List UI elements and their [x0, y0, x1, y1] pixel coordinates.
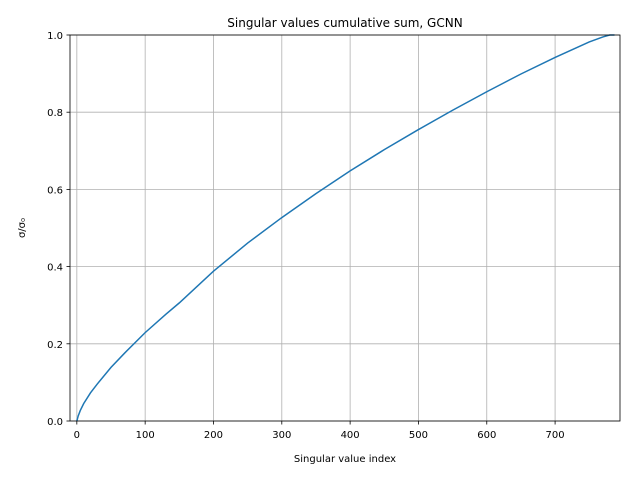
- y-tick-label: 0.4: [47, 263, 63, 274]
- y-tick-label: 0.2: [47, 340, 63, 351]
- x-axis-label: Singular value index: [294, 454, 396, 465]
- x-tick-label: 500: [409, 430, 428, 441]
- x-tick-label: 200: [204, 430, 223, 441]
- y-tick-label: 0.0: [47, 417, 63, 428]
- y-axis-label: σ/σ₀: [17, 218, 28, 238]
- x-tick-label: 400: [341, 430, 360, 441]
- x-tick-label: 700: [546, 430, 565, 441]
- plot-frame: [69, 34, 621, 422]
- x-tick-label: 0: [74, 430, 80, 441]
- y-tick-label: 0.8: [47, 108, 63, 119]
- x-ticks: 0 100 200 300 400 500 600 700: [74, 421, 565, 441]
- chart-title: Singular values cumulative sum, GCNN: [227, 16, 462, 30]
- y-tick-label: 0.6: [47, 185, 63, 196]
- y-tick-label: 1.0: [47, 31, 63, 42]
- grid: [70, 34, 620, 422]
- y-ticks: 0.0 0.2 0.4 0.6 0.8 1.0: [47, 31, 70, 428]
- series-line: [76, 34, 615, 422]
- x-tick-label: 600: [477, 430, 496, 441]
- x-tick-label: 100: [136, 430, 155, 441]
- x-tick-label: 300: [272, 430, 291, 441]
